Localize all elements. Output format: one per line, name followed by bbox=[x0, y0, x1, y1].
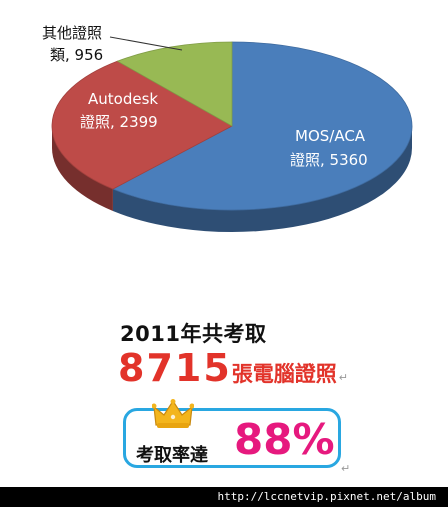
headline: 2011年共考取 bbox=[120, 322, 267, 346]
paragraph-mark-2: ↵ bbox=[341, 462, 351, 475]
rate-box: 考取率達 88% bbox=[123, 399, 341, 468]
footer-url[interactable]: http://lccnetvip.pixnet.net/album bbox=[0, 487, 448, 507]
pie-slice-0 bbox=[111, 41, 413, 211]
pie-slice-1 bbox=[51, 60, 233, 190]
pie-slices bbox=[51, 41, 413, 233]
rate-value: 88% bbox=[234, 415, 335, 464]
label-other-line2: 類, 956 bbox=[50, 46, 103, 64]
label-mos-line1: MOS/ACA bbox=[295, 127, 366, 145]
label-autodesk-line1: Autodesk bbox=[88, 90, 158, 108]
label-other-line1: 其他證照 bbox=[42, 24, 102, 42]
paragraph-mark: ↵ bbox=[338, 371, 348, 384]
pie-slice-2 bbox=[116, 41, 233, 127]
leader-line bbox=[109, 36, 183, 51]
total-number: 8715 bbox=[118, 346, 232, 390]
total-suffix: 張電腦證照 bbox=[231, 362, 337, 386]
total-row: 8715張電腦證照 ↵ bbox=[118, 346, 348, 390]
label-autodesk-line2: 證照, 2399 bbox=[80, 113, 158, 131]
pie-chart: 其他證照 類, 956 Autodesk 證照, 2399 MOS/ACA 證照… bbox=[42, 24, 413, 233]
crown-icon bbox=[152, 399, 194, 428]
label-mos-line2: 證照, 5360 bbox=[290, 151, 368, 169]
rate-label: 考取率達 bbox=[136, 445, 208, 466]
pie-side-0 bbox=[112, 126, 412, 233]
pie-side-1 bbox=[52, 126, 113, 211]
